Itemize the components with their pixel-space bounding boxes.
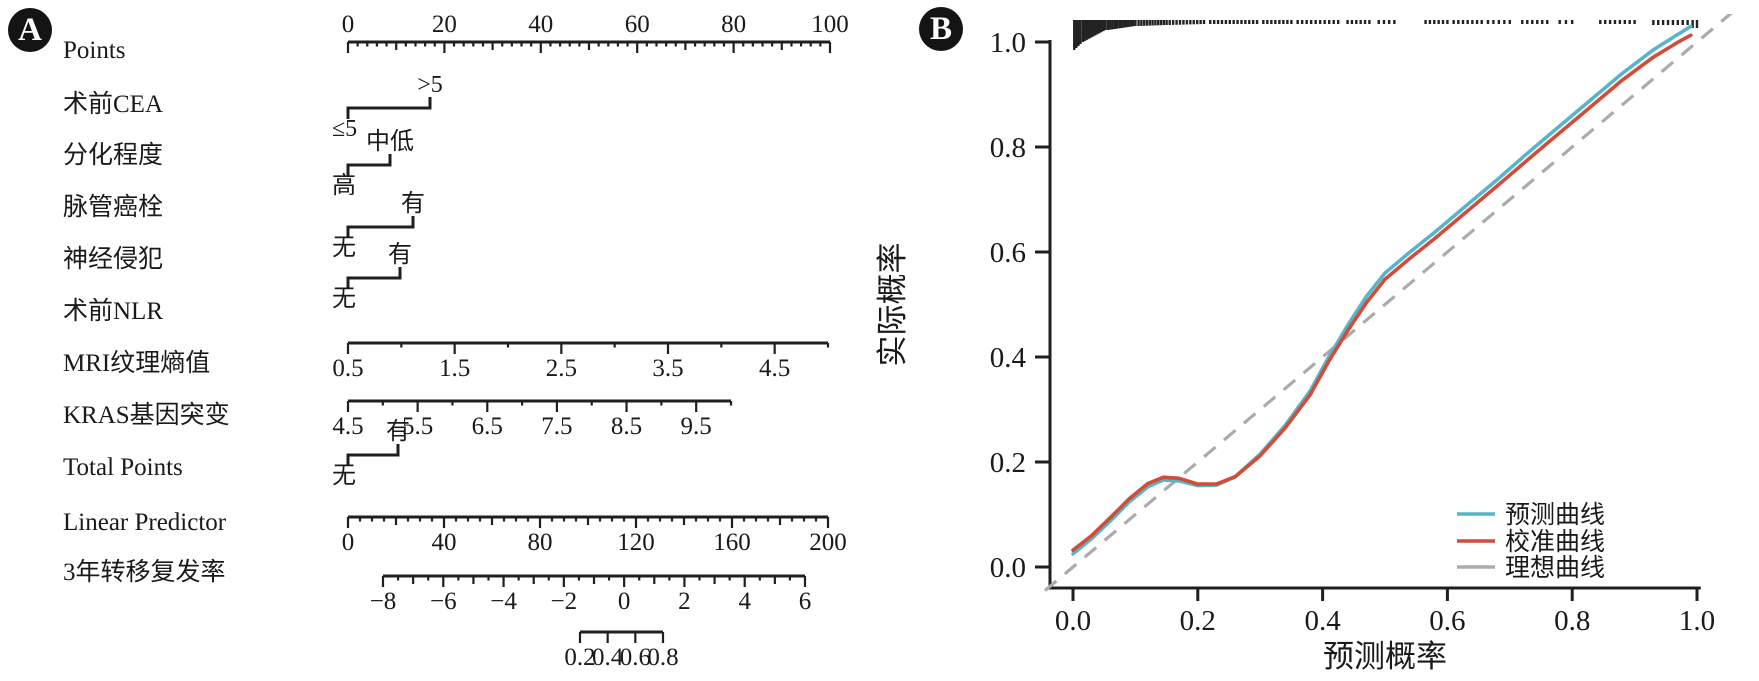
rug-ticks [1073,20,1699,50]
tick-label-risk-3yr: 0.2 [564,644,595,671]
tick-label-linear-predictor: −2 [551,588,578,615]
tick-label-linear-predictor: 0 [618,588,631,615]
row-label-points: Points [63,37,126,64]
legend-label-0: 预测曲线 [1505,501,1605,529]
tick-label-total-points: 80 [528,529,553,556]
tick-label-points: 40 [528,11,553,38]
tick-label-preop-nlr: 3.5 [652,355,683,382]
tick-label-differentiation-low: 高 [332,172,356,199]
row-label-total-points: Total Points [63,454,183,481]
y-tick-label: 0.2 [990,447,1026,479]
curves-group [1043,14,1733,592]
axis-differentiation [346,154,392,176]
row-label-mri-entropy: MRI纹理熵值 [63,349,210,377]
legend-label-1: 校准曲线 [1505,528,1605,556]
row-label-differentiation: 分化程度 [63,141,163,169]
tick-label-nerve-invasion-high: 有 [388,241,412,268]
legend-label-2: 理想曲线 [1505,554,1605,582]
tick-label-linear-predictor: −6 [430,588,457,615]
tick-label-vascular-invasion-low: 无 [332,235,356,261]
calibration-panel: 0.0 0.2 0.4 0.6 0.8 1.0 0.0 0.2 0.4 0.6 0.8 1.0 预测概率… [875,14,1733,674]
tick-label-total-points: 40 [432,529,457,556]
tick-label-mri-entropy: 5.5 [402,413,433,440]
row-label-kras-mutation: KRAS基因突变 [63,401,230,429]
tick-label-preop-nlr: 2.5 [546,355,577,382]
tick-label-risk-3yr: 0.6 [620,644,651,671]
tick-label-points: 20 [432,11,457,38]
tick-label-risk-3yr: 0.4 [592,644,624,671]
x-tick-label: 0.4 [1304,605,1341,637]
tick-label-preop-cea-high: >5 [417,72,443,98]
tick-label-total-points: 200 [809,529,847,556]
tick-label-total-points: 120 [617,529,655,556]
tick-label-kras-mutation-low: 无 [332,463,356,489]
row-label-vascular-invasion: 脉管癌栓 [63,193,163,221]
panel-b-badge: B [919,7,963,51]
y-tick-label: 0.0 [990,552,1026,584]
panel-a-badge: A [8,8,52,52]
tick-label-preop-cea-low: ≤5 [332,116,357,142]
tick-label-mri-entropy: 4.5 [332,413,363,440]
axis-kras-mutation [346,444,400,466]
tick-label-differentiation-high: 中低 [366,128,414,155]
x-tick-label: 0.6 [1429,605,1465,637]
tick-label-total-points: 160 [713,529,751,556]
tick-label-nerve-invasion-low: 无 [332,286,356,312]
row-label-preop-nlr: 术前NLR [63,297,163,325]
tick-label-linear-predictor: 4 [738,588,751,615]
tick-label-linear-predictor: 2 [678,588,691,615]
tick-label-mri-entropy: 8.5 [611,413,642,440]
tick-label-total-points: 0 [342,529,355,556]
tick-label-preop-nlr: 0.5 [332,355,363,382]
ideal-curve [1043,14,1733,592]
row-label-linear-predictor: Linear Predictor [63,509,227,536]
tick-label-points: 80 [721,11,746,38]
tick-label-points: 100 [811,11,849,38]
row-label-preop-cea: 术前CEA [63,90,163,118]
predicted-curve [1071,24,1693,556]
tick-label-linear-predictor: 6 [799,588,812,615]
x-tick-label: 1.0 [1679,605,1715,637]
tick-label-risk-3yr: 0.8 [647,644,678,671]
tick-label-mri-entropy: 6.5 [472,413,503,440]
x-tick-label: 0.0 [1055,605,1091,637]
tick-label-kras-mutation-high: 有 [386,418,410,445]
x-tick-label: 0.8 [1554,605,1590,637]
x-tick-label: 0.2 [1180,605,1216,637]
tick-label-preop-nlr: 1.5 [439,355,470,382]
tick-label-preop-nlr: 4.5 [759,355,790,382]
axis-preop-cea [346,97,432,119]
y-tick-label: 1.0 [990,27,1026,59]
x-axis-title: 预测概率 [1323,639,1447,674]
row-label-nerve-invasion: 神经侵犯 [63,245,163,273]
tick-label-mri-entropy: 7.5 [541,413,572,440]
axis-nerve-invasion [346,267,402,289]
row-label-risk-3yr: 3年转移复发率 [63,558,226,586]
y-tick-label: 0.8 [990,132,1026,164]
tick-label-vascular-invasion-high: 有 [401,190,425,217]
tick-label-points: 0 [342,11,355,38]
tick-label-linear-predictor: −4 [490,588,517,615]
tick-label-mri-entropy: 9.5 [681,413,712,440]
y-axis-title: 实际概率 [875,243,910,367]
y-tick-label: 0.4 [990,342,1027,374]
tick-label-linear-predictor: −8 [370,588,397,615]
calibration-curve [1071,33,1693,553]
y-tick-label: 0.6 [990,237,1026,269]
axis-vascular-invasion [346,216,415,238]
tick-label-points: 60 [625,11,650,38]
